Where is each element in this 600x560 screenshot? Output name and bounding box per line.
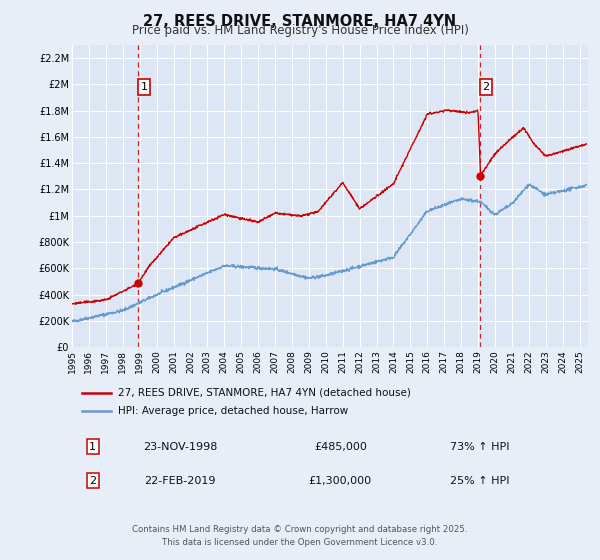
Text: 73% ↑ HPI: 73% ↑ HPI	[450, 442, 509, 451]
Text: 2: 2	[89, 476, 96, 486]
Text: 23-NOV-1998: 23-NOV-1998	[143, 442, 218, 451]
Text: Contains HM Land Registry data © Crown copyright and database right 2025.: Contains HM Land Registry data © Crown c…	[132, 525, 468, 534]
Text: Price paid vs. HM Land Registry's House Price Index (HPI): Price paid vs. HM Land Registry's House …	[131, 24, 469, 36]
Text: HPI: Average price, detached house, Harrow: HPI: Average price, detached house, Harr…	[118, 406, 349, 416]
Text: 27, REES DRIVE, STANMORE, HA7 4YN: 27, REES DRIVE, STANMORE, HA7 4YN	[143, 14, 457, 29]
Text: 1: 1	[89, 442, 96, 451]
Text: 22-FEB-2019: 22-FEB-2019	[145, 476, 216, 486]
Text: £485,000: £485,000	[314, 442, 367, 451]
Text: 27, REES DRIVE, STANMORE, HA7 4YN (detached house): 27, REES DRIVE, STANMORE, HA7 4YN (detac…	[118, 388, 412, 398]
Text: This data is licensed under the Open Government Licence v3.0.: This data is licensed under the Open Gov…	[163, 538, 437, 547]
Text: 1: 1	[140, 82, 148, 92]
Text: £1,300,000: £1,300,000	[309, 476, 372, 486]
Text: 2: 2	[482, 82, 490, 92]
Text: 25% ↑ HPI: 25% ↑ HPI	[450, 476, 509, 486]
